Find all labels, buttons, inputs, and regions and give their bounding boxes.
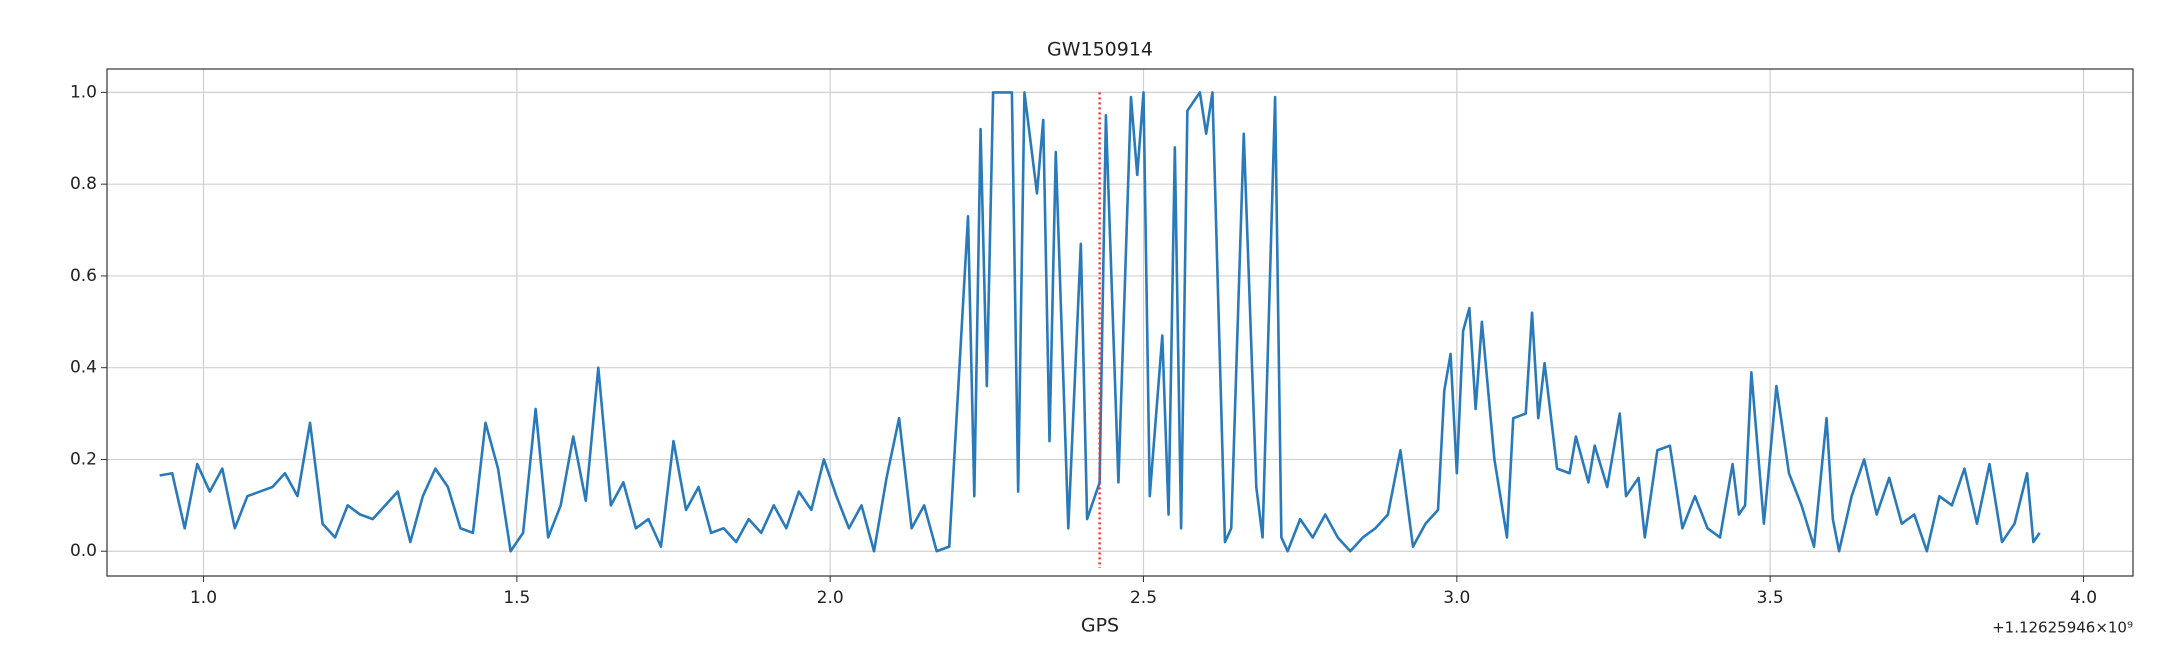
y-tick-label: 0.6 xyxy=(70,266,97,286)
x-tick-label: 3.0 xyxy=(1443,588,1470,608)
x-tick-label: 1.5 xyxy=(503,588,530,608)
x-offset-label: +1.12625946×10⁹ xyxy=(1992,619,2133,637)
chart-title: GW150914 xyxy=(1047,39,1153,61)
x-tick-label: 3.5 xyxy=(1757,588,1784,608)
plot-frame xyxy=(106,68,2134,577)
y-tick-label: 1.0 xyxy=(70,82,97,102)
y-tick-label: 0.4 xyxy=(70,358,97,378)
x-axis-label: GPS xyxy=(1081,615,1119,637)
data-line xyxy=(159,91,2041,553)
x-tick-label: 4.0 xyxy=(2070,588,2097,608)
x-tick-label: 1.0 xyxy=(190,588,217,608)
y-tick-label: 0.0 xyxy=(70,541,97,561)
y-tick-label: 0.8 xyxy=(70,174,97,194)
x-tick-label: 2.5 xyxy=(1130,588,1157,608)
y-tick-label: 0.2 xyxy=(70,449,97,469)
x-tick-label: 2.0 xyxy=(817,588,844,608)
